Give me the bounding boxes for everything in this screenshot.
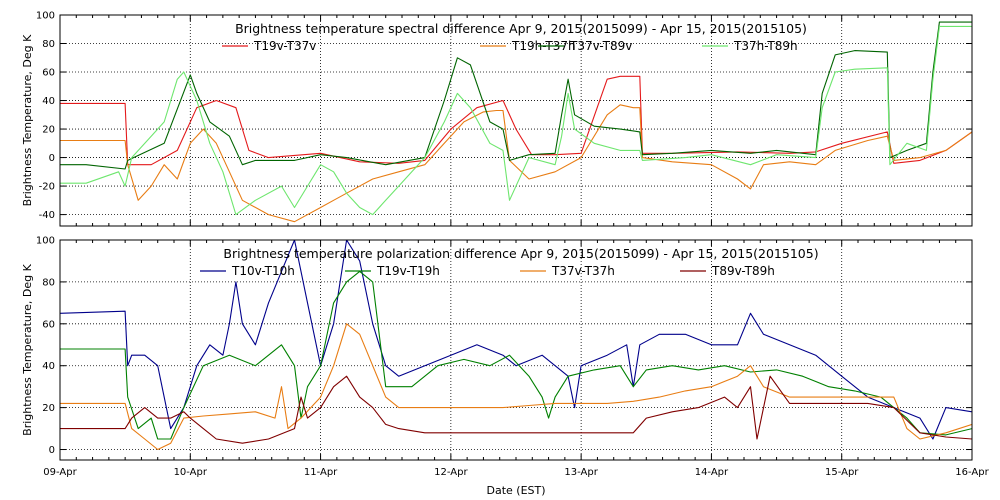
series-line-T89v-T89h <box>60 375 972 444</box>
x-tick-label: 13-Apr <box>564 467 598 478</box>
y-tick-label: 80 <box>42 39 55 50</box>
y-tick-label: 80 <box>42 277 55 288</box>
legend-label: T19v-T19h <box>376 264 440 278</box>
series-group <box>60 240 972 451</box>
series-line-T37v-T37h <box>60 323 972 451</box>
series-line-T10v-T10h <box>60 240 972 440</box>
x-tick-label: 09-Apr <box>43 467 77 478</box>
y-tick-label: 20 <box>42 403 55 414</box>
legend-label: T37h-T89h <box>733 39 798 53</box>
y-tick-label: -40 <box>39 210 55 221</box>
panel-2: 0 20 40 60 80 100 Brightness temperature polar… <box>21 236 973 461</box>
series-line-T19v-T19h <box>60 270 972 440</box>
legend-label: T10v-T10h <box>231 264 295 278</box>
legend-label: T37v-T37h <box>551 264 615 278</box>
legend-label: T37v-T89v <box>569 39 632 53</box>
series-group <box>60 21 972 223</box>
x-tick-label: 15-Apr <box>825 467 859 478</box>
x-tick-label: 11-Apr <box>304 467 338 478</box>
x-axis-label: Date (EST) <box>486 484 545 497</box>
panel-title: Brightness temperature spectral differen… <box>235 21 807 36</box>
panel-title: Brightness temperature polarization diff… <box>223 246 818 261</box>
y-tick-label: 40 <box>42 96 55 107</box>
y-tick-label: 20 <box>42 125 55 136</box>
plot-frame <box>59 239 973 461</box>
y-tick-label: 0 <box>49 445 55 456</box>
series-line-T19v-T37v <box>60 75 972 166</box>
y-tick-label: -20 <box>39 182 55 193</box>
series-line-T19h-T37h <box>60 104 972 223</box>
y-tick-label: 100 <box>36 236 55 247</box>
y-tick-label: 60 <box>42 319 55 330</box>
x-tick-label: 16-Apr <box>955 467 989 478</box>
y-tick-label: 60 <box>42 68 55 79</box>
y-tick-label: 100 <box>36 11 55 22</box>
x-tick-label: 14-Apr <box>695 467 729 478</box>
y-tick-label: 40 <box>42 361 55 372</box>
x-tick-label: 10-Apr <box>174 467 208 478</box>
legend-label: T89v-T89h <box>711 264 775 278</box>
y-axis-label: Brightness Temperature, Deg K <box>21 34 34 206</box>
y-axis-label: Brightness Temperature, Deg K <box>21 263 34 435</box>
legend-label: T19v-T37v <box>253 39 316 53</box>
y-tick-label: 0 <box>49 153 55 164</box>
series-line-T37v-T89v <box>60 21 972 170</box>
panel-1: -40 -20 0 20 40 60 80 100 Brightness temperature… <box>21 11 973 227</box>
series-line-T37h-T89h <box>60 25 972 216</box>
x-tick-label: 12-Apr <box>434 467 468 478</box>
